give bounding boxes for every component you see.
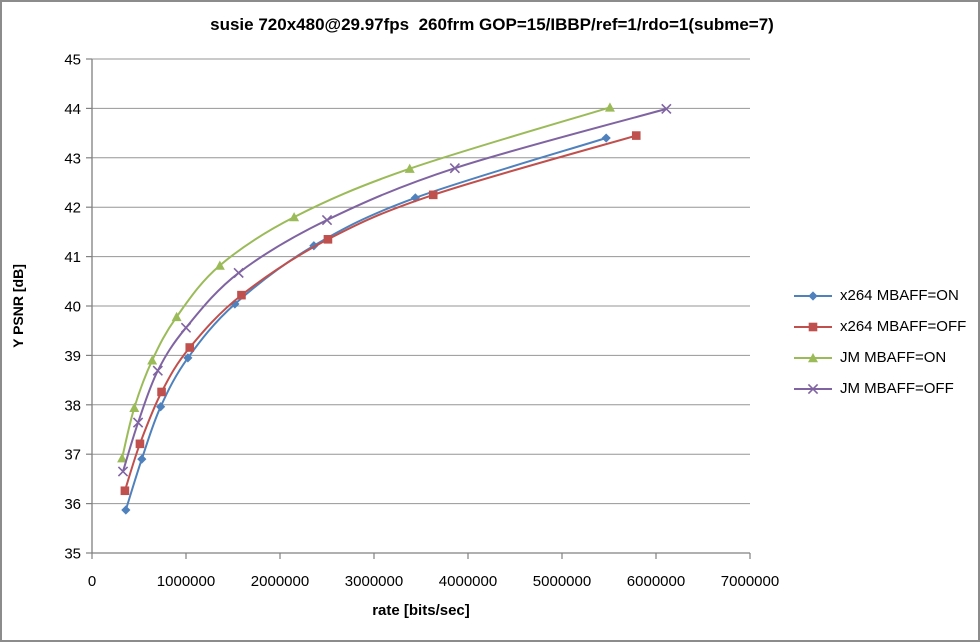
legend-marker-x-icon bbox=[807, 383, 819, 394]
x-tick-label-6000000: 6000000 bbox=[627, 573, 685, 590]
legend-label: x264 MBAFF=ON bbox=[840, 287, 959, 304]
legend-label: JM MBAFF=ON bbox=[840, 349, 947, 366]
marker-square-icon bbox=[237, 290, 246, 300]
marker-square-icon bbox=[323, 235, 333, 244]
y-tick-label-38: 38 bbox=[64, 397, 81, 414]
y-tick-label-39: 39 bbox=[64, 348, 81, 365]
y-tick-label-41: 41 bbox=[64, 249, 81, 266]
series-jm-mbaff-off bbox=[117, 103, 672, 477]
marker-square-icon bbox=[428, 190, 438, 200]
y-tick-label-37: 37 bbox=[64, 447, 81, 464]
chart-title: susie 720x480@29.97fps 260frm GOP=15/IBB… bbox=[210, 15, 774, 34]
x-tick-label-0: 0 bbox=[88, 573, 96, 590]
x-tick-label-7000000: 7000000 bbox=[721, 573, 779, 590]
y-tick-label-44: 44 bbox=[64, 101, 81, 118]
y-tick-label-43: 43 bbox=[64, 150, 81, 167]
legend-item-x264-mbaff-off: x264 MBAFF=OFF bbox=[794, 311, 966, 342]
marker-square-icon bbox=[185, 343, 195, 352]
marker-triangle-icon bbox=[117, 453, 128, 463]
marker-triangle-icon bbox=[404, 163, 415, 173]
marker-x-icon bbox=[132, 417, 144, 428]
y-tick-label-35: 35 bbox=[64, 546, 81, 563]
series-line-jm-mbaff-off bbox=[122, 107, 668, 473]
legend-swatch-square-icon bbox=[794, 322, 832, 331]
marker-x-icon bbox=[233, 267, 244, 279]
y-tick-label-45: 45 bbox=[64, 52, 81, 69]
marker-diamond-icon bbox=[156, 402, 166, 412]
x-tick-label-3000000: 3000000 bbox=[345, 573, 403, 590]
marker-square-icon bbox=[120, 486, 130, 496]
legend-swatch-x-icon bbox=[794, 383, 832, 394]
marker-diamond-icon bbox=[137, 454, 147, 464]
marker-diamond-icon bbox=[121, 505, 131, 515]
marker-square-icon bbox=[157, 387, 166, 397]
legend-marker-diamond-icon bbox=[808, 290, 818, 301]
marker-x-icon bbox=[449, 163, 461, 174]
legend-swatch-triangle-icon bbox=[794, 352, 832, 362]
x-tick-label-2000000: 2000000 bbox=[251, 573, 309, 590]
marker-diamond-icon bbox=[601, 133, 611, 143]
marker-x-icon bbox=[152, 365, 163, 376]
legend-item-x264-mbaff-on: x264 MBAFF=ON bbox=[794, 280, 966, 311]
marker-diamond-icon bbox=[309, 241, 319, 251]
series-line-x264-mbaff-off bbox=[123, 134, 638, 492]
x-tick-label-4000000: 4000000 bbox=[439, 573, 497, 590]
marker-square-icon bbox=[631, 131, 641, 140]
marker-x-icon bbox=[321, 214, 333, 226]
marker-square-icon bbox=[135, 439, 145, 449]
y-tick-label-40: 40 bbox=[64, 299, 81, 316]
x-axis-title: rate [bits/sec] bbox=[372, 602, 470, 619]
marker-x-icon bbox=[117, 466, 129, 477]
x-tick-label-1000000: 1000000 bbox=[157, 573, 215, 590]
marker-diamond-icon bbox=[183, 353, 193, 363]
marker-triangle-icon bbox=[604, 102, 615, 112]
series-jm-mbaff-on bbox=[117, 102, 615, 463]
legend: x264 MBAFF=ON x264 MBAFF=OFF JM MBAFF=ON… bbox=[794, 280, 966, 404]
legend-label: JM MBAFF=OFF bbox=[840, 380, 954, 397]
series-x264-mbaff-on bbox=[121, 133, 611, 515]
legend-marker-square-icon bbox=[808, 322, 818, 331]
y-tick-label-36: 36 bbox=[64, 496, 81, 513]
marker-triangle-icon bbox=[147, 355, 158, 365]
x-tick-label-5000000: 5000000 bbox=[533, 573, 591, 590]
legend-item-jm-mbaff-off: JM MBAFF=OFF bbox=[794, 373, 966, 404]
marker-triangle-icon bbox=[129, 402, 140, 412]
marker-diamond-icon bbox=[410, 193, 420, 203]
legend-item-jm-mbaff-on: JM MBAFF=ON bbox=[794, 342, 966, 373]
marker-triangle-icon bbox=[214, 260, 225, 270]
series-x264-mbaff-off bbox=[120, 131, 641, 496]
legend-marker-triangle-icon bbox=[808, 352, 818, 362]
marker-triangle-icon bbox=[289, 212, 300, 222]
marker-triangle-icon bbox=[171, 311, 182, 322]
legend-swatch-diamond-icon bbox=[794, 290, 832, 301]
y-tick-label-42: 42 bbox=[64, 200, 81, 217]
marker-x-icon bbox=[180, 322, 192, 333]
marker-x-icon bbox=[661, 103, 672, 115]
legend-label: x264 MBAFF=OFF bbox=[840, 318, 967, 335]
